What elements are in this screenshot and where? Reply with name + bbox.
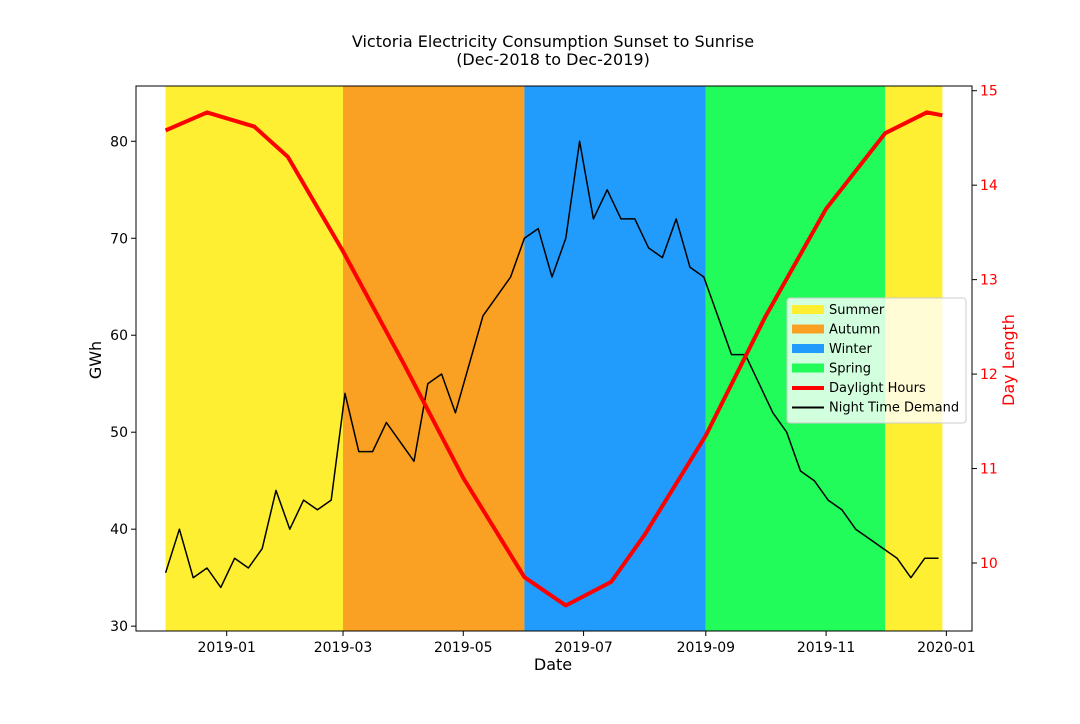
x-tick-label: 2019-07 <box>554 640 613 656</box>
y2-axis-label: Day Length <box>999 314 1018 406</box>
y2-tick-label: 10 <box>980 556 998 572</box>
y-axis-label: GWh <box>86 341 105 379</box>
series-line-daylight-hours <box>164 110 943 608</box>
x-tick-label: 2019-09 <box>677 640 736 656</box>
legend-box <box>786 297 967 424</box>
x-axis: 2019-01 2019-03 2019-05 2019-07 2019-09 2019-… <box>197 631 976 656</box>
y2-tick-label: 15 <box>980 84 998 100</box>
y-tick-label: 40 <box>110 522 128 538</box>
legend-label-night-time-demand: Night Time Demand <box>829 401 959 416</box>
y-tick-label: 60 <box>110 328 128 344</box>
plot-frame <box>135 85 973 632</box>
season-band-summer-0 <box>165 86 344 631</box>
y2-tick-label: 14 <box>980 178 998 194</box>
x-axis-label: Date <box>534 655 572 674</box>
y-tick-label: 30 <box>110 619 128 635</box>
y2-tick-label: 12 <box>980 367 998 383</box>
x-tick-label: 2019-01 <box>197 640 256 656</box>
y2-tick-label: 13 <box>980 273 998 289</box>
x-tick-label: 2019-03 <box>314 640 373 656</box>
x-tick-label: 2020-01 <box>917 640 976 656</box>
legend: Summer Autumn Winter Spring Daylight Hours Ni… <box>786 297 967 424</box>
chart-subtitle: (Dec-2018 to Dec-2019) <box>456 50 650 69</box>
y-tick-label: 70 <box>110 231 128 247</box>
legend-swatch-autumn <box>792 324 824 334</box>
y-tick-label: 50 <box>110 425 128 441</box>
series-line-night-time-demand <box>164 140 939 589</box>
season-band-autumn-1 <box>343 86 525 631</box>
legend-label-winter: Winter <box>829 342 873 357</box>
y-axis-right: 10 11 12 13 14 15 <box>972 84 998 572</box>
y2-tick-label: 11 <box>980 462 998 478</box>
x-tick-label: 2019-11 <box>797 640 856 656</box>
legend-label-spring: Spring <box>829 362 871 377</box>
legend-swatch-winter <box>792 344 824 353</box>
demand-series <box>164 140 939 589</box>
legend-swatch-summer <box>792 305 824 314</box>
x-tick-label: 2019-05 <box>434 640 493 656</box>
chart-title: Victoria Electricity Consumption Sunset … <box>352 32 754 51</box>
y-axis-left: 30 40 50 60 70 80 <box>110 134 136 635</box>
legend-label-daylight-hours: Daylight Hours <box>829 381 926 396</box>
y-tick-label: 80 <box>110 134 128 150</box>
legend-label-summer: Summer <box>829 303 885 318</box>
season-band-winter-2 <box>524 86 706 631</box>
daylight-series <box>164 110 943 608</box>
legend-label-autumn: Autumn <box>829 323 880 338</box>
legend-swatch-spring <box>792 363 824 373</box>
